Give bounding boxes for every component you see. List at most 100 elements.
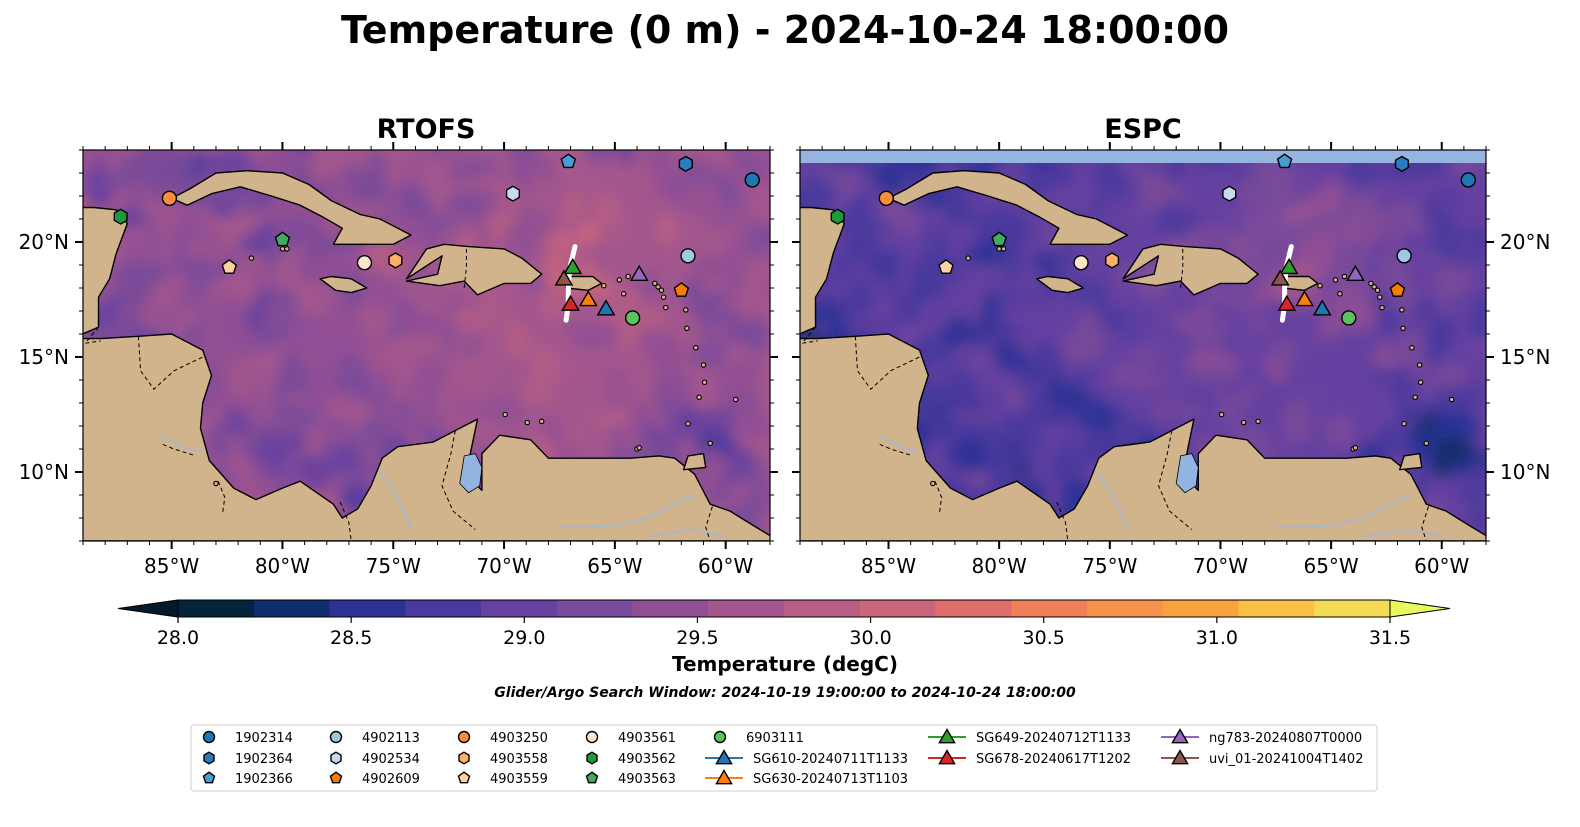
legend-label: 1902366 bbox=[235, 772, 293, 787]
legend-label: 4903558 bbox=[490, 752, 548, 767]
legend-item-6903111: 6903111 bbox=[713, 730, 804, 746]
marker-4902113 bbox=[1396, 248, 1412, 264]
marker-4903562 bbox=[830, 208, 845, 225]
y-tick-label: 15°N bbox=[19, 345, 69, 369]
y-tick-label: 10°N bbox=[19, 460, 69, 484]
marker-4903561 bbox=[1073, 255, 1089, 271]
legend-label: SG630-20240713T1103 bbox=[753, 772, 908, 787]
map-panel-espc: 85°W 80°W 75°W 70°W 65°W 60°W 10°N 15°N 20°N bbox=[792, 142, 1550, 578]
colorbar-extend-high bbox=[1389, 599, 1451, 618]
marker-4902534 bbox=[1222, 185, 1237, 202]
marker-SG610-20240711T1133 bbox=[596, 299, 616, 316]
legend-item-4902609: 4902609 bbox=[329, 771, 420, 787]
colorbar-segment bbox=[1238, 600, 1315, 617]
legend-item-4903250: 4903250 bbox=[457, 730, 548, 746]
map-frame bbox=[82, 149, 771, 542]
y-tick-label: 15°N bbox=[1500, 345, 1550, 369]
legend-label: 1902314 bbox=[235, 731, 293, 746]
marker-4903559 bbox=[938, 259, 954, 274]
x-tick-label: 65°W bbox=[1303, 554, 1358, 578]
map-frame bbox=[799, 149, 1487, 542]
colorbar-segment bbox=[178, 600, 255, 617]
colorbar-segment bbox=[859, 600, 937, 617]
legend-item-4903563: 4903563 bbox=[585, 771, 676, 787]
colorbar-tick-label: 30.5 bbox=[1023, 627, 1065, 649]
legend-item-4902113: 4902113 bbox=[329, 730, 420, 746]
colorbar-tick-label: 28.5 bbox=[330, 627, 372, 649]
marker-4903558 bbox=[1104, 252, 1120, 269]
x-tick-label: 70°W bbox=[476, 554, 531, 578]
legend-item-4903558: 4903558 bbox=[458, 751, 548, 767]
marker-4903559 bbox=[221, 259, 238, 274]
legend-item-ng783-20240807T0000: ng783-20240807T0000 bbox=[1161, 728, 1362, 746]
marker-4903561 bbox=[356, 255, 373, 271]
marker-6903111 bbox=[624, 310, 641, 326]
marker-4902609 bbox=[673, 282, 690, 297]
legend-label: 4903563 bbox=[618, 772, 676, 787]
legend-label: 4903562 bbox=[618, 752, 676, 767]
marker-1902364 bbox=[678, 155, 693, 173]
marker-6903111 bbox=[1341, 310, 1357, 326]
legend-item-SG678-20240617T1202: SG678-20240617T1202 bbox=[928, 749, 1131, 767]
x-tick-label: 60°W bbox=[698, 554, 753, 578]
marker-4903563 bbox=[991, 231, 1008, 247]
marker-SG649-20240712T1133 bbox=[1279, 257, 1299, 275]
x-tick-label: 80°W bbox=[972, 554, 1027, 578]
legend-item-4902534: 4902534 bbox=[330, 751, 420, 767]
x-tick-label: 75°W bbox=[1082, 554, 1137, 578]
colorbar-tick-label: 31.5 bbox=[1369, 627, 1411, 649]
colorbar-tick-label: 28.0 bbox=[157, 627, 199, 649]
marker-4902113 bbox=[680, 248, 696, 264]
legend-item-1902314: 1902314 bbox=[202, 730, 293, 746]
colorbar-segment bbox=[481, 600, 558, 617]
map-panel-rtofs: 85°W 80°W 75°W 70°W 65°W 60°W 10°N 15°N 20°N bbox=[19, 142, 778, 578]
legend-label: 4902113 bbox=[362, 731, 420, 746]
legend-frame bbox=[190, 724, 1378, 792]
marker-uvi_01-20241004T1402 bbox=[554, 269, 574, 286]
legend-label: SG610-20240711T1133 bbox=[753, 752, 908, 767]
colorbar-tick-label: 29.5 bbox=[676, 627, 718, 649]
marker-4903563 bbox=[274, 231, 291, 247]
marker-1902364 bbox=[1394, 155, 1410, 173]
marker-ng783-20240807T0000 bbox=[629, 264, 649, 281]
legend-label: 6903111 bbox=[746, 731, 804, 746]
marker-4902609 bbox=[1389, 282, 1406, 297]
panel-title-rtofs: RTOFS bbox=[377, 114, 476, 145]
colorbar-extend-low bbox=[117, 599, 179, 618]
marker-SG630-20240713T1103 bbox=[578, 290, 598, 307]
legend-item-SG610-20240711T1133: SG610-20240711T1133 bbox=[705, 749, 908, 767]
legend-label: SG649-20240712T1133 bbox=[976, 731, 1131, 746]
marker-4903562 bbox=[113, 208, 128, 225]
legend-item-SG630-20240713T1103: SG630-20240713T1103 bbox=[705, 769, 908, 787]
marker-SG678-20240617T1202 bbox=[1277, 294, 1297, 311]
marker-uvi_01-20241004T1402 bbox=[1270, 269, 1290, 286]
search-window-caption: Glider/Argo Search Window: 2024-10-19 19… bbox=[494, 685, 1076, 701]
figure-title: Temperature (0 m) - 2024-10-24 18:00:00 bbox=[341, 8, 1229, 52]
colorbar: 28.0 28.5 29.0 29.5 30.0 30.5 31.0 31.5 bbox=[117, 599, 1451, 649]
colorbar-segment bbox=[253, 600, 331, 617]
legend-item-4903561: 4903561 bbox=[585, 730, 676, 746]
legend: 1902314 1902364 1902366 4902113 4902534 49026… bbox=[190, 724, 1378, 792]
marker-4903250 bbox=[161, 190, 178, 207]
colorbar-tick-label: 29.0 bbox=[503, 627, 545, 649]
marker-ng783-20240807T0000 bbox=[1346, 264, 1365, 281]
marker-4903250 bbox=[878, 190, 895, 207]
legend-label: 4903250 bbox=[490, 731, 548, 746]
colorbar-tick-label: 31.0 bbox=[1196, 627, 1238, 649]
marker-1902366 bbox=[1276, 153, 1293, 169]
legend-item-1902364: 1902364 bbox=[203, 751, 293, 767]
colorbar-segment bbox=[1087, 600, 1164, 617]
panel-title-espc: ESPC bbox=[1104, 114, 1182, 145]
y-tick-label: 20°N bbox=[1500, 230, 1550, 254]
legend-item-4903562: 4903562 bbox=[586, 751, 676, 767]
x-tick-label: 60°W bbox=[1414, 554, 1469, 578]
x-tick-label: 85°W bbox=[144, 554, 199, 578]
legend-label: 4902609 bbox=[362, 772, 420, 787]
colorbar-segment bbox=[405, 600, 482, 617]
y-tick-label: 10°N bbox=[1500, 460, 1550, 484]
marker-SG649-20240712T1133 bbox=[563, 257, 583, 275]
x-tick-label: 75°W bbox=[366, 554, 421, 578]
legend-label: uvi_01-20241004T1402 bbox=[1209, 752, 1363, 767]
colorbar-segment bbox=[1011, 600, 1088, 617]
